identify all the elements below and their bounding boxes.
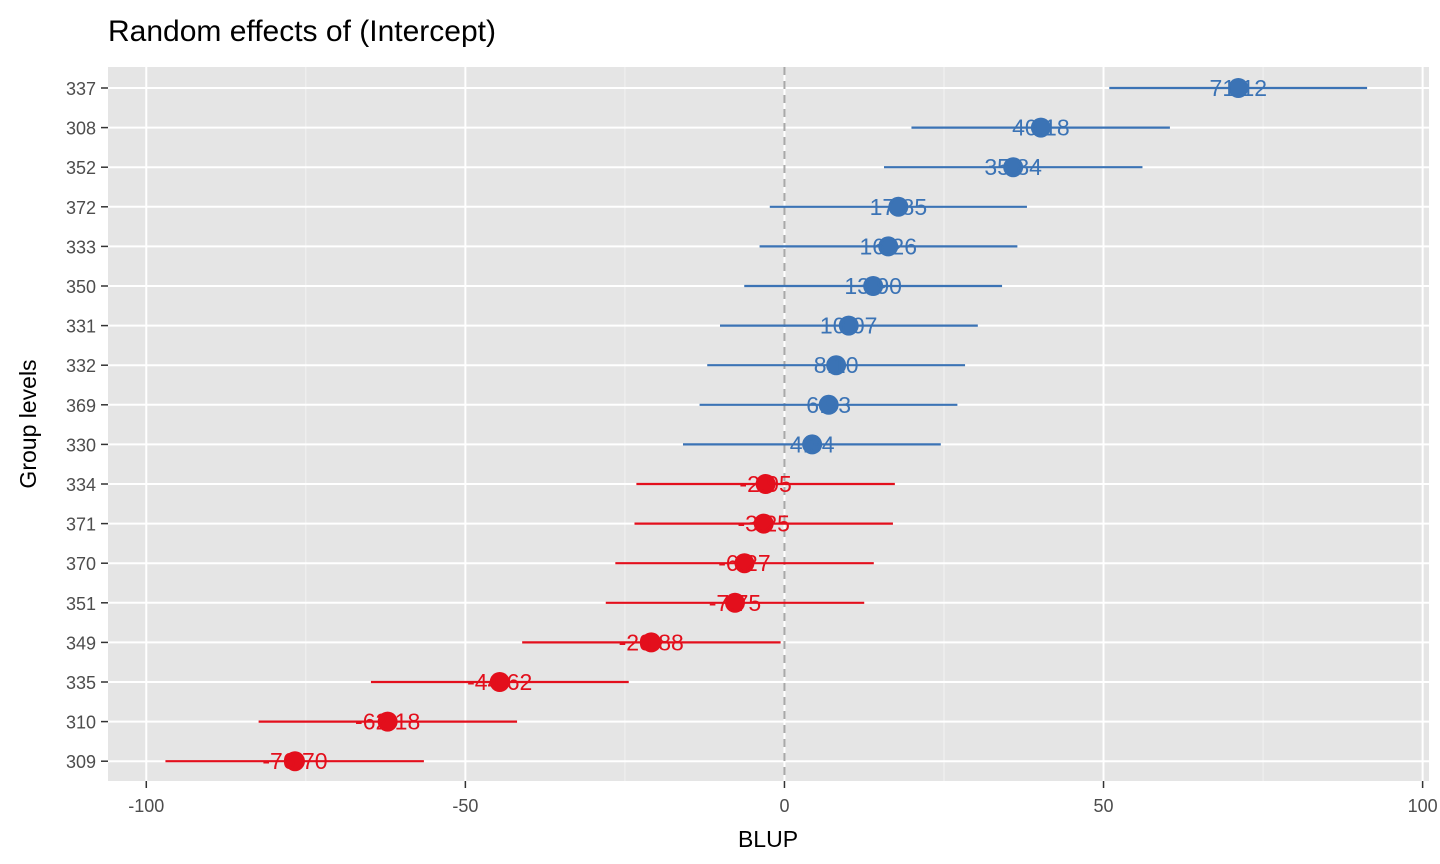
- y-tick-label-337: 337: [66, 79, 96, 99]
- point-333: [878, 236, 899, 257]
- point-351: [724, 592, 745, 613]
- point-350: [863, 276, 884, 296]
- data-label-350: 13.90: [844, 273, 902, 299]
- point-369: [818, 394, 839, 415]
- x-tick-label-0: -100: [128, 796, 164, 816]
- point-332: [826, 355, 847, 376]
- x-tick-label-3: 50: [1094, 796, 1114, 816]
- data-label-333: 16.26: [859, 233, 917, 259]
- x-tick-label-4: 100: [1408, 796, 1438, 816]
- y-tick-label-330: 330: [66, 435, 96, 455]
- plot-panel: [108, 67, 1429, 781]
- x-axis: -100 -50 0 50 100: [128, 781, 1438, 816]
- y-tick-label-308: 308: [66, 119, 96, 139]
- point-335: [489, 672, 510, 692]
- point-334: [755, 474, 776, 494]
- grid-minor: [305, 67, 1264, 781]
- x-axis-title: BLUP: [738, 826, 798, 852]
- y-tick-label-350: 350: [66, 277, 96, 297]
- data-label-310: -62.18: [355, 709, 420, 735]
- data-label-369: 6.93: [806, 392, 851, 418]
- y-tick-label-371: 371: [66, 515, 96, 535]
- point-310: [377, 711, 398, 732]
- chart-title: Random effects of (Intercept): [108, 15, 496, 48]
- data-label-332: 8.10: [814, 352, 859, 378]
- data-label-335: -44.62: [467, 669, 532, 695]
- point-331: [838, 315, 859, 336]
- point-372: [888, 196, 909, 217]
- data-label-370: -6.27: [718, 550, 770, 576]
- point-309: [284, 751, 305, 772]
- data-label-337: 71.12: [1210, 75, 1268, 101]
- point-370: [734, 553, 755, 574]
- y-tick-label-331: 331: [66, 317, 96, 337]
- x-tick-label-1: -50: [452, 796, 478, 816]
- y-tick-label-309: 309: [66, 752, 96, 772]
- data-label-331: 10.07: [820, 313, 878, 339]
- data-label-351: -7.75: [709, 590, 761, 616]
- y-tick-label-370: 370: [66, 554, 96, 574]
- point-308: [1030, 117, 1051, 138]
- data-label-352: 35.84: [984, 154, 1042, 180]
- point-330: [802, 434, 823, 455]
- y-tick-label-335: 335: [66, 673, 96, 693]
- y-tick-label-369: 369: [66, 396, 96, 416]
- y-tick-label-334: 334: [66, 475, 96, 495]
- data-label-372: 17.85: [870, 194, 928, 220]
- data-labels: 71.12 40.18 35.84 17.85 16.26 13.90 10.07 8.10 6…: [262, 75, 1267, 774]
- y-axis: 337 308 352 372 333 350 331 332 369 330 334 371 370 3…: [66, 79, 108, 772]
- y-tick-label-310: 310: [66, 713, 96, 733]
- data-label-308: 40.18: [1012, 115, 1070, 141]
- point-371: [753, 513, 774, 534]
- point-349: [641, 632, 662, 653]
- data-label-371: -3.25: [737, 511, 789, 537]
- y-tick-label-352: 352: [66, 158, 96, 178]
- points: [284, 78, 1249, 772]
- y-tick-label-333: 333: [66, 237, 96, 257]
- data-label-334: -2.95: [739, 471, 791, 497]
- y-tick-label-332: 332: [66, 356, 96, 376]
- data-label-349: -20.88: [619, 629, 684, 655]
- y-tick-label-349: 349: [66, 633, 96, 653]
- y-axis-title: Group levels: [15, 359, 41, 488]
- point-352: [1003, 157, 1024, 178]
- point-337: [1228, 78, 1249, 98]
- data-label-330: 4.34: [790, 431, 835, 457]
- x-tick-label-2: 0: [779, 796, 789, 816]
- data-label-309: -76.70: [262, 748, 327, 774]
- y-tick-label-372: 372: [66, 198, 96, 218]
- y-tick-label-351: 351: [66, 594, 96, 614]
